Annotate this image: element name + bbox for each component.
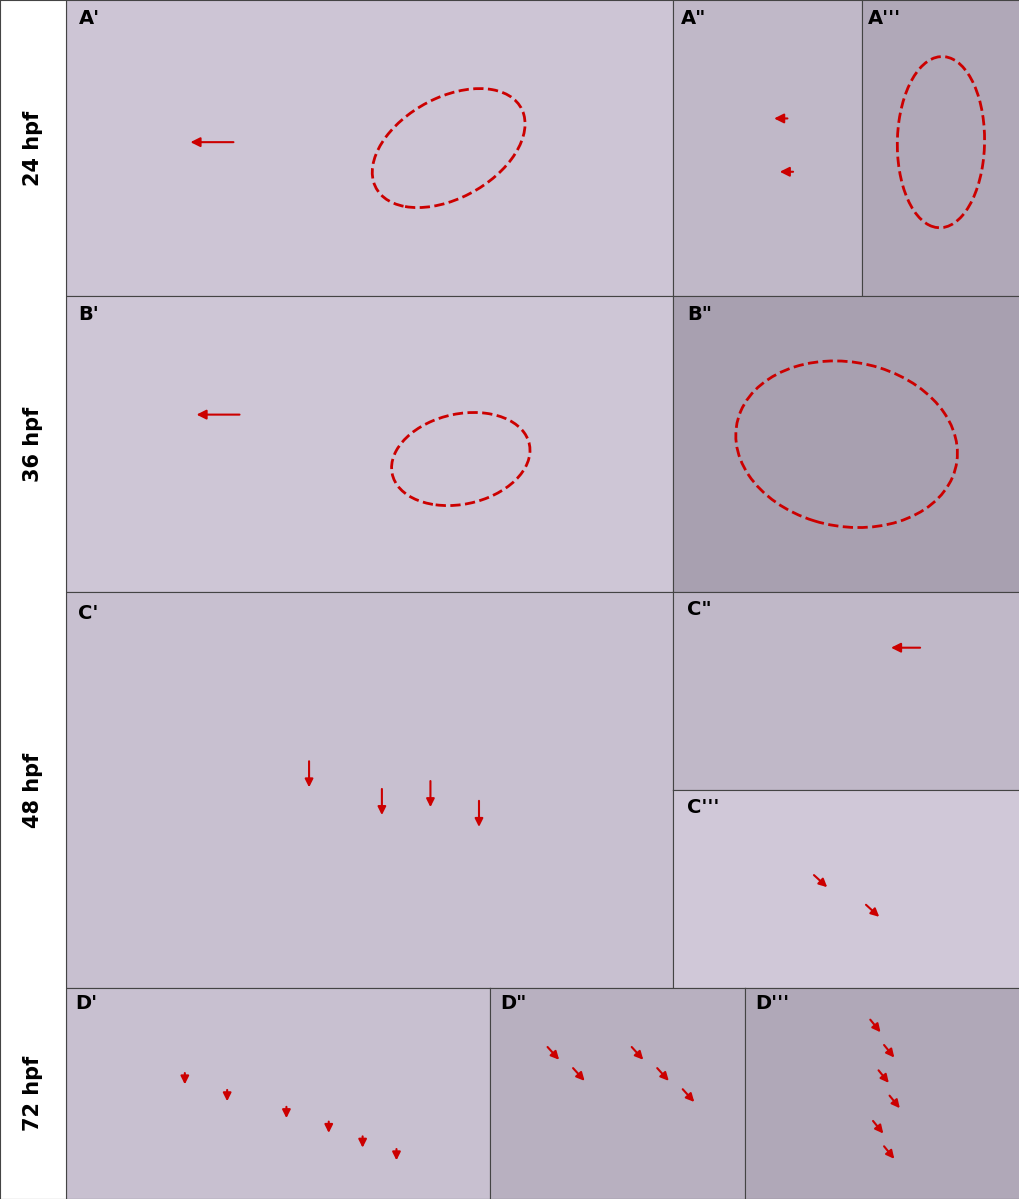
Text: 36 hpf: 36 hpf — [23, 406, 43, 482]
Text: B': B' — [78, 305, 99, 324]
Text: A": A" — [680, 8, 705, 28]
Text: A': A' — [78, 8, 100, 28]
Text: 24 hpf: 24 hpf — [23, 110, 43, 186]
Text: C": C" — [687, 601, 711, 619]
Text: A''': A''' — [867, 8, 901, 28]
Text: D''': D''' — [755, 994, 789, 1013]
Text: D': D' — [74, 994, 97, 1013]
Text: C''': C''' — [687, 799, 718, 817]
Text: B": B" — [687, 305, 711, 324]
Text: C': C' — [78, 604, 99, 623]
Text: 72 hpf: 72 hpf — [23, 1056, 43, 1131]
Text: 48 hpf: 48 hpf — [23, 753, 43, 827]
Text: D": D" — [499, 994, 526, 1013]
